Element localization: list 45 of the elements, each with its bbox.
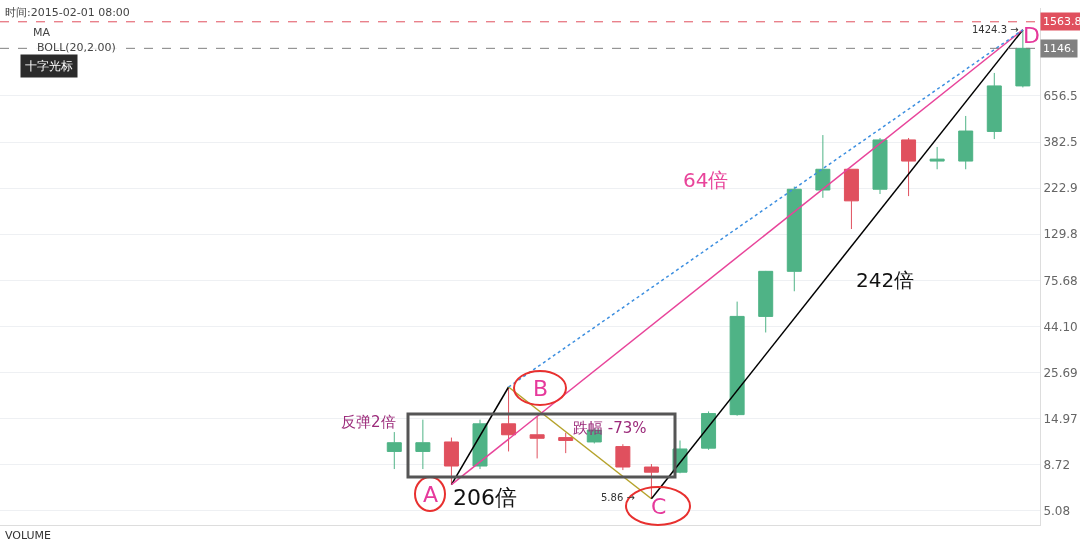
candlestick xyxy=(615,443,631,471)
annotation: 64倍 xyxy=(683,168,729,192)
annotation: 1424.3 → xyxy=(972,24,1019,35)
candlestick xyxy=(929,146,945,170)
candlestick xyxy=(986,72,1002,140)
annotation: 反弹2倍 xyxy=(341,413,396,431)
text: VOLUME xyxy=(5,529,52,542)
candlestick xyxy=(701,410,717,451)
candlestick xyxy=(643,463,659,500)
y-tick-label: 75.68 xyxy=(1043,273,1078,288)
candlestick xyxy=(758,270,774,333)
candlestick xyxy=(386,431,402,470)
y-tick-label: 14.97 xyxy=(1043,411,1078,426)
y-tick-label: 222.9 xyxy=(1043,181,1078,196)
text: MA xyxy=(33,26,51,39)
candlestick xyxy=(872,137,888,195)
candlestick xyxy=(958,115,974,170)
annotation: B xyxy=(533,376,549,401)
candlestick xyxy=(729,301,745,417)
candlestick xyxy=(443,437,459,486)
candlestick xyxy=(501,386,517,452)
y-tick-label: 382.5 xyxy=(1043,135,1078,150)
y-tick-label: 44.10 xyxy=(1043,319,1078,334)
y-tick-label: 129.8 xyxy=(1043,227,1078,242)
candlestick xyxy=(843,168,859,230)
text: 时间:2015-02-01 08:00 xyxy=(5,6,130,19)
y-tick-label: 25.69 xyxy=(1043,365,1078,380)
text: 十字光标 xyxy=(25,59,73,73)
annotation: D xyxy=(1023,23,1040,48)
y-tick-label: 8.72 xyxy=(1043,458,1071,473)
y-tick-label: 656.5 xyxy=(1043,89,1078,104)
candlestick xyxy=(415,419,431,470)
candlestick xyxy=(558,432,574,454)
annotation: 242倍 xyxy=(856,268,915,292)
ref-line-label: 1146. xyxy=(1043,42,1075,55)
candlestick xyxy=(901,137,917,197)
y-tick-label: 5.08 xyxy=(1043,504,1071,519)
annotation: C xyxy=(651,494,667,519)
ref-line-label: 1563.8 xyxy=(1043,15,1080,28)
text: BOLL(20,2.00) xyxy=(37,41,116,54)
annotation: A xyxy=(423,482,439,507)
candlestick xyxy=(529,416,545,459)
candlestick xyxy=(815,134,831,199)
candlestick xyxy=(786,186,802,292)
annotation: 206倍 xyxy=(453,485,517,510)
